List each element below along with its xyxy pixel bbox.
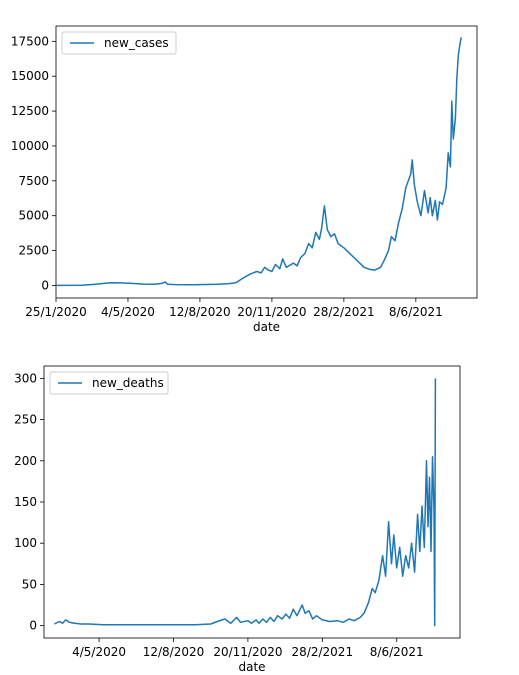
chart-1-legend-box: [61, 31, 177, 55]
chart-2-y-tick-label: 250: [14, 413, 37, 427]
chart-2-series-line-new-deaths: [54, 378, 437, 627]
chart-2-y-tick-label: 50: [22, 577, 37, 591]
chart-1-x-tick-label: 28/2/2021: [313, 305, 375, 319]
chart-1-x-tick-label: 8/6/2021: [389, 305, 443, 319]
chart-1-x-tick-label: 4/5/2020: [101, 305, 155, 319]
chart-1-x-tick-label: 25/1/2020: [25, 305, 87, 319]
chart-1-y-tick-label: 10000: [11, 139, 49, 153]
chart-2-legend-box: [49, 371, 169, 395]
chart-1-series-line-new-cases: [55, 37, 462, 287]
chart-2-y-tick-label: 0: [29, 619, 37, 633]
chart-1-plot-frame: [55, 25, 478, 299]
chart-2-x-tick-label: 12/8/2020: [143, 645, 205, 659]
chart-2-y-tick-label: 200: [14, 454, 37, 468]
chart-2-y-tick-label: 150: [14, 495, 37, 509]
chart-2-plot-frame: [43, 365, 461, 639]
chart-2-x-tick-label: 28/2/2021: [292, 645, 354, 659]
chart-1-y-tick-label: 17500: [11, 34, 49, 48]
chart-2-y-tick-label: 300: [14, 371, 37, 385]
chart-1-y-tick-label: 2500: [18, 244, 49, 258]
chart-1-y-tick-label: 7500: [18, 174, 49, 188]
chart-2-x-axis-label: date: [238, 660, 265, 674]
chart-1-legend-label: new_cases: [104, 36, 169, 50]
chart-1-y-tick-label: 5000: [18, 209, 49, 223]
chart-2-x-tick-label: 20/11/2020: [213, 645, 282, 659]
chart-1-y-tick-label: 15000: [11, 69, 49, 83]
chart-1-x-tick-label: 20/11/2020: [237, 305, 306, 319]
chart-2-x-tick-label: 8/6/2021: [370, 645, 424, 659]
chart-1-x-axis-label: date: [253, 320, 280, 334]
chart-2-y-tick-label: 100: [14, 536, 37, 550]
chart-2-legend-label: new_deaths: [92, 376, 164, 390]
chart-1-y-tick-label: 12500: [11, 104, 49, 118]
chart-1-x-tick-label: 12/8/2020: [169, 305, 231, 319]
chart-1-y-tick-label: 0: [41, 278, 49, 292]
chart-2-x-tick-label: 4/5/2020: [72, 645, 126, 659]
